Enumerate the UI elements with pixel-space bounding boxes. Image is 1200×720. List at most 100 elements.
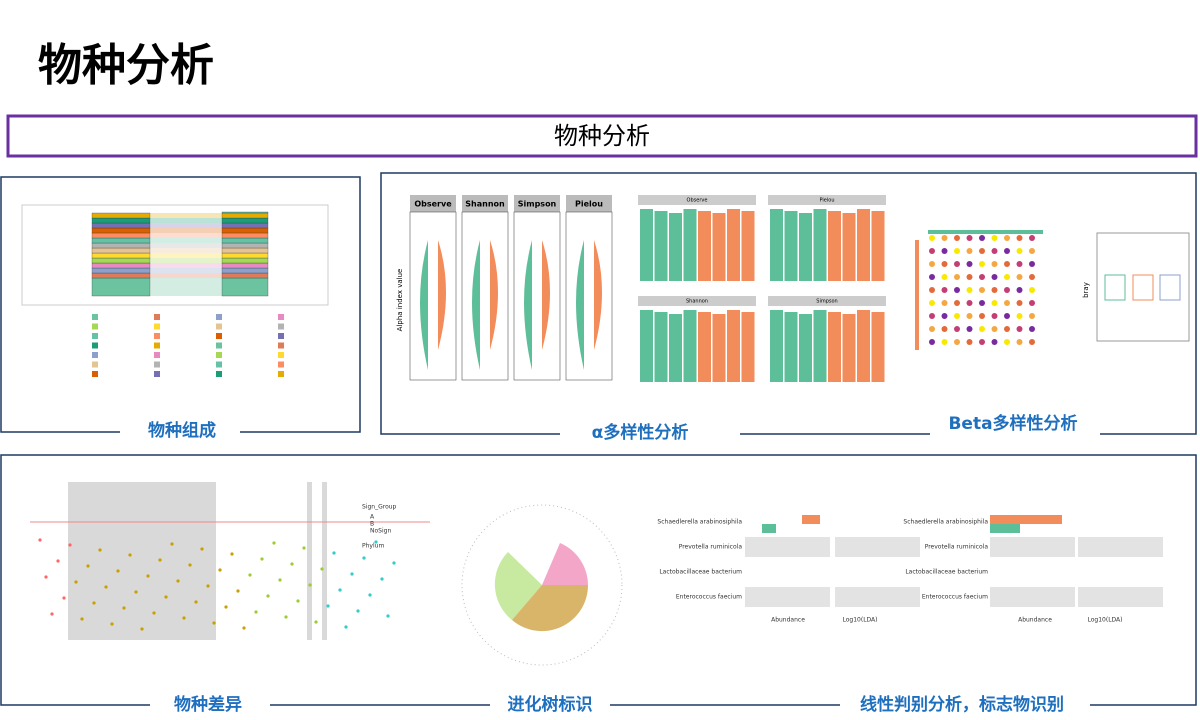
panel — [565, 211, 613, 381]
axis-title: Log10(LDA) — [843, 617, 878, 624]
legend-key — [154, 371, 160, 377]
flow — [150, 243, 222, 248]
heat-dot — [1029, 248, 1035, 254]
point — [218, 568, 222, 572]
heat-dot — [929, 313, 935, 319]
stack-seg — [91, 222, 151, 229]
strip-label: Shannon — [465, 200, 505, 209]
bar — [683, 310, 697, 382]
legend-key — [216, 361, 222, 368]
legend-item: NoSign — [370, 528, 391, 535]
strip — [768, 296, 886, 306]
heat-dot — [1004, 274, 1010, 280]
point — [350, 572, 354, 576]
species-label: Schaedlerella arabinosiphila — [903, 519, 988, 526]
strip — [638, 195, 756, 205]
point — [86, 564, 90, 568]
point — [254, 610, 258, 614]
heat-dot — [966, 313, 973, 319]
violin — [594, 240, 602, 350]
point — [362, 556, 366, 560]
point — [158, 558, 162, 562]
bar — [741, 312, 755, 382]
heat-dot — [991, 248, 998, 254]
stack-seg — [91, 272, 151, 279]
legend-key — [216, 323, 222, 330]
band — [835, 537, 920, 557]
strip — [768, 195, 886, 205]
bar — [813, 310, 827, 382]
legend-key — [278, 361, 284, 368]
point — [116, 569, 120, 573]
bar — [770, 310, 783, 382]
heat-dot — [991, 235, 998, 241]
point — [128, 553, 132, 557]
bar — [741, 211, 755, 281]
heat-dot — [1029, 235, 1035, 241]
bar — [727, 209, 740, 281]
point — [110, 622, 114, 626]
heat-dot — [1004, 339, 1010, 345]
heat-dot — [954, 326, 960, 332]
point — [344, 625, 348, 629]
heat-dot — [1029, 313, 1035, 319]
point — [188, 563, 192, 567]
flow — [150, 268, 222, 273]
legend-key — [154, 314, 160, 320]
bar — [712, 314, 726, 382]
bar — [770, 209, 783, 281]
point — [374, 540, 378, 544]
legend-key — [92, 314, 98, 320]
point — [284, 615, 288, 619]
band — [990, 587, 1075, 607]
legend-key — [154, 352, 160, 358]
point — [140, 627, 144, 631]
stack-seg — [221, 252, 269, 259]
heat-dot — [929, 235, 935, 241]
species-label: Schaedlerella arabinosiphila — [657, 519, 742, 526]
bar — [698, 312, 711, 382]
bar — [857, 310, 870, 382]
bar — [990, 524, 1020, 533]
point — [68, 543, 72, 547]
point — [206, 584, 210, 588]
point — [200, 547, 204, 551]
band — [745, 537, 830, 557]
flow — [150, 273, 222, 278]
bar — [784, 211, 798, 281]
plot-frame — [21, 204, 329, 306]
heat-dot — [954, 300, 960, 306]
band — [322, 482, 327, 640]
clade — [542, 543, 588, 585]
heat-dot — [1004, 261, 1010, 267]
axis-title: Abundance — [1018, 617, 1052, 624]
violin — [420, 240, 428, 370]
clade — [494, 552, 542, 620]
point — [338, 588, 342, 592]
heat-dot — [1004, 287, 1010, 293]
band — [1078, 537, 1163, 557]
bar — [842, 314, 856, 382]
heat-dot — [954, 287, 960, 293]
point — [260, 557, 264, 561]
point — [356, 609, 360, 613]
heat-dot — [1004, 300, 1010, 306]
point — [170, 542, 174, 546]
heat-dot — [954, 235, 960, 241]
heat-dot — [1004, 313, 1010, 319]
strip — [410, 195, 456, 212]
band — [307, 482, 312, 640]
strip — [514, 195, 560, 212]
point — [320, 567, 324, 571]
bar — [640, 310, 653, 382]
strip-label: Observe — [414, 200, 452, 209]
flow — [150, 223, 222, 228]
heat-dot — [966, 300, 973, 306]
heat-dot — [941, 261, 948, 267]
violin — [542, 240, 550, 350]
heat-dot — [954, 261, 960, 267]
heat-dot — [1016, 326, 1023, 332]
stack-seg — [91, 247, 151, 254]
legend-title: Phylum — [362, 543, 384, 550]
species-label: Enterococcus faecium — [676, 594, 742, 601]
